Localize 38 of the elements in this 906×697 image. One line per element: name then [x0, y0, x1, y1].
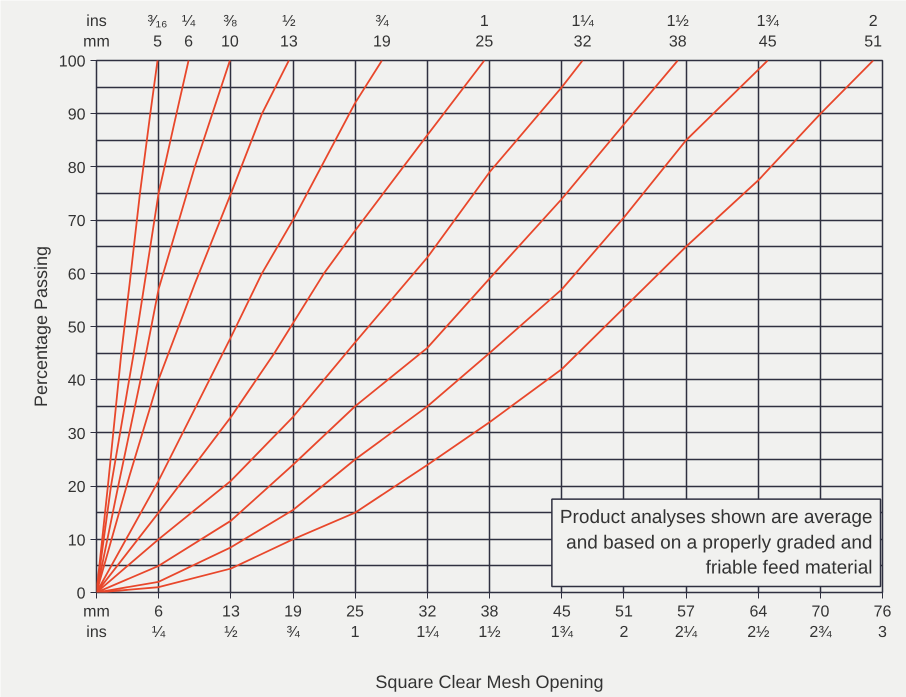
- y-tick-label: 10: [68, 532, 86, 550]
- series-label: 2 51: [864, 13, 882, 50]
- x-tick-label: 38 1½: [478, 604, 501, 641]
- x-tick-label: 51 2: [615, 604, 633, 641]
- series-label: 1¼ 32: [571, 13, 594, 50]
- series-label: ¾ 19: [373, 13, 391, 50]
- series-label: ½ 13: [280, 13, 298, 50]
- x-tick-label: 6 ¼: [152, 604, 166, 641]
- annotation: Product analyses shown are average and based on a properly graded and friable feed material: [560, 507, 873, 578]
- y-tick-label: 70: [68, 213, 86, 230]
- x-tick-label: 19 ¾: [284, 604, 302, 641]
- y-tick-label: 80: [68, 160, 86, 177]
- series-label: 1 25: [475, 13, 494, 50]
- x-tick-label: 25 1: [346, 604, 364, 641]
- x-tick-label: mm ins: [83, 604, 110, 641]
- x-tick-label: 32 1¼: [416, 604, 440, 641]
- series-label: ⅜ 10: [221, 13, 239, 50]
- y-tick-label: 30: [68, 426, 86, 443]
- text: ins mm: [83, 13, 110, 50]
- y-tick-label: 90: [68, 106, 86, 124]
- y-tick-label: 60: [68, 266, 86, 284]
- x-axis-title: Square Clear Mesh Opening: [375, 672, 604, 692]
- x-tick-label: 76 3: [874, 604, 892, 641]
- x-tick-label: 70 2¾: [809, 604, 832, 641]
- y-tick-label: 20: [68, 479, 86, 496]
- y-tick-label: 40: [68, 372, 86, 390]
- y-tick-label: 100: [58, 54, 86, 70]
- series-label: 1½ 38: [666, 13, 689, 50]
- y-tick-label: 0: [76, 586, 86, 602]
- y-tick-label: 50: [68, 320, 86, 336]
- series-label: ¼ 6: [182, 13, 196, 50]
- series-label: ³⁄₁₆ 5: [148, 13, 168, 50]
- series-label: 1¾ 45: [756, 13, 780, 50]
- x-tick-label: 13 ½: [222, 604, 240, 641]
- y-axis-title: Percentage Passing: [30, 246, 51, 408]
- x-tick-label: 45 1¾: [550, 604, 574, 641]
- x-tick-label: 57 2¼: [674, 604, 698, 641]
- x-tick-label: 64 2½: [747, 604, 770, 641]
